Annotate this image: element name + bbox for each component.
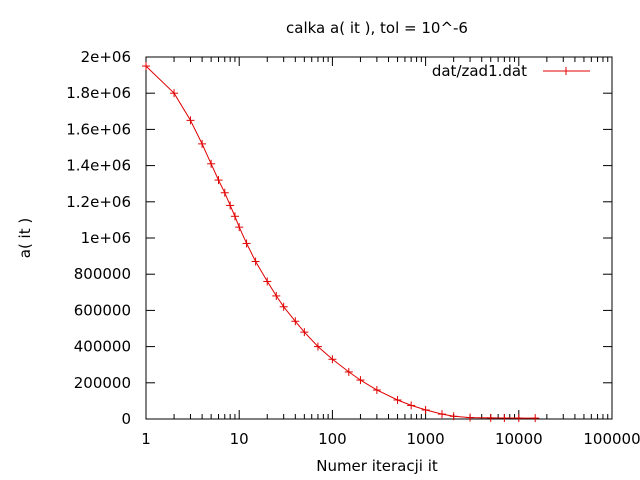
data-point <box>438 410 447 419</box>
data-point <box>300 328 309 337</box>
data-point <box>235 223 244 232</box>
data-point <box>356 376 365 385</box>
data-point <box>486 413 495 422</box>
data-point <box>291 317 300 326</box>
y-tick-label: 400000 <box>74 338 131 356</box>
legend: dat/zad1.dat <box>432 62 590 80</box>
plot-border <box>145 56 613 420</box>
legend-label: dat/zad1.dat <box>432 62 527 80</box>
data-point <box>466 413 475 422</box>
data-point <box>500 414 509 423</box>
data-point <box>186 116 195 125</box>
data-point <box>514 414 523 423</box>
y-tick-label: 600000 <box>74 301 131 319</box>
x-tick-label: 10 <box>230 430 249 448</box>
x-tick-label: 1000 <box>407 430 445 448</box>
data-point <box>242 239 251 248</box>
data-point <box>263 277 272 286</box>
y-tick-label: 1.2e+06 <box>66 193 131 211</box>
y-tick-label: 1.6e+06 <box>66 120 131 138</box>
y-tick-label: 0 <box>121 410 131 428</box>
data-point <box>328 355 337 364</box>
data-point <box>449 412 458 421</box>
y-tick-label: 2e+06 <box>81 48 131 66</box>
plot-area: 0 200000 400000 600000 800000 1e+06 1.2e+06 1.4… <box>66 48 640 448</box>
chart-title: calka a( it ), tol = 10^-6 <box>286 19 468 37</box>
data-point <box>531 414 540 423</box>
data-point <box>142 62 150 71</box>
y-axis-label: a( it ) <box>16 218 34 258</box>
data-point <box>220 188 229 197</box>
data-point <box>279 302 288 311</box>
data-point <box>198 139 207 148</box>
x-axis-label: Numer iteracji it <box>316 457 438 475</box>
data-point <box>214 176 223 185</box>
data-point <box>272 291 281 300</box>
data-point <box>230 212 239 221</box>
x-tick-label: 100 <box>318 430 347 448</box>
data-point <box>313 342 322 351</box>
data-point <box>344 367 353 376</box>
y-tick-label: 1.8e+06 <box>66 84 131 102</box>
y-tick-label: 800000 <box>74 265 131 283</box>
data-point <box>372 386 381 395</box>
y-tick-label: 1e+06 <box>81 229 131 247</box>
x-tick-label: 10000 <box>495 430 543 448</box>
data-point <box>207 159 216 168</box>
x-tick-label: 100000 <box>583 430 640 448</box>
data-point <box>407 401 416 410</box>
data-point <box>393 395 402 404</box>
y-tick-label: 1.4e+06 <box>66 157 131 175</box>
series-line <box>145 65 536 419</box>
data-point <box>421 405 430 414</box>
y-tick-label: 200000 <box>74 374 131 392</box>
data-point <box>562 67 570 75</box>
data-point <box>251 257 260 266</box>
x-tick-label: 1 <box>141 430 151 448</box>
data-point <box>170 89 179 98</box>
data-point <box>226 201 235 210</box>
